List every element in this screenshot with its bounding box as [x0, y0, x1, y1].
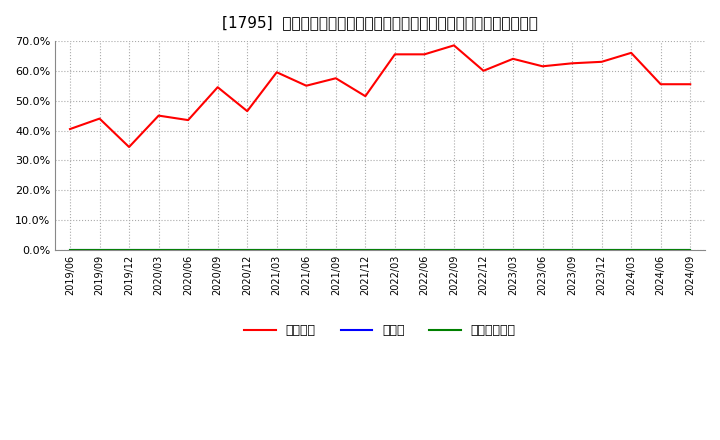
のれん: [331, 247, 340, 253]
繰延税金資産: [657, 247, 665, 253]
自己資本: [243, 109, 251, 114]
Line: 自己資本: 自己資本: [70, 45, 690, 147]
のれん: [390, 247, 399, 253]
繰延税金資産: [154, 247, 163, 253]
のれん: [627, 247, 636, 253]
自己資本: [568, 61, 577, 66]
自己資本: [331, 76, 340, 81]
繰延税金資産: [598, 247, 606, 253]
自己資本: [449, 43, 458, 48]
自己資本: [390, 51, 399, 57]
繰延税金資産: [95, 247, 104, 253]
繰延税金資産: [331, 247, 340, 253]
のれん: [657, 247, 665, 253]
繰延税金資産: [66, 247, 74, 253]
自己資本: [361, 94, 369, 99]
自己資本: [627, 50, 636, 55]
自己資本: [184, 117, 192, 123]
繰延税金資産: [480, 247, 488, 253]
自己資本: [302, 83, 310, 88]
のれん: [449, 247, 458, 253]
繰延税金資産: [272, 247, 281, 253]
のれん: [272, 247, 281, 253]
のれん: [184, 247, 192, 253]
自己資本: [509, 56, 518, 62]
繰延税金資産: [686, 247, 695, 253]
のれん: [125, 247, 133, 253]
自己資本: [213, 84, 222, 90]
繰延税金資産: [539, 247, 547, 253]
のれん: [154, 247, 163, 253]
のれん: [480, 247, 488, 253]
繰延税金資産: [568, 247, 577, 253]
のれん: [598, 247, 606, 253]
繰延税金資産: [302, 247, 310, 253]
繰延税金資産: [420, 247, 428, 253]
自己資本: [95, 116, 104, 121]
のれん: [568, 247, 577, 253]
繰延税金資産: [125, 247, 133, 253]
繰延税金資産: [627, 247, 636, 253]
自己資本: [125, 144, 133, 150]
のれん: [95, 247, 104, 253]
自己資本: [657, 81, 665, 87]
繰延税金資産: [390, 247, 399, 253]
Title: [1795]  自己資本、のれん、繰延税金資産の総資産に対する比率の推移: [1795] 自己資本、のれん、繰延税金資産の総資産に対する比率の推移: [222, 15, 538, 30]
のれん: [509, 247, 518, 253]
繰延税金資産: [243, 247, 251, 253]
繰延税金資産: [184, 247, 192, 253]
のれん: [302, 247, 310, 253]
のれん: [243, 247, 251, 253]
繰延税金資産: [509, 247, 518, 253]
自己資本: [154, 113, 163, 118]
自己資本: [420, 51, 428, 57]
繰延税金資産: [361, 247, 369, 253]
のれん: [66, 247, 74, 253]
自己資本: [66, 126, 74, 132]
のれん: [420, 247, 428, 253]
のれん: [213, 247, 222, 253]
自己資本: [272, 70, 281, 75]
繰延税金資産: [449, 247, 458, 253]
自己資本: [686, 81, 695, 87]
自己資本: [539, 64, 547, 69]
自己資本: [598, 59, 606, 64]
Legend: 自己資本, のれん, 繰延税金資産: 自己資本, のれん, 繰延税金資産: [240, 319, 521, 342]
のれん: [539, 247, 547, 253]
自己資本: [480, 68, 488, 73]
のれん: [361, 247, 369, 253]
のれん: [686, 247, 695, 253]
繰延税金資産: [213, 247, 222, 253]
